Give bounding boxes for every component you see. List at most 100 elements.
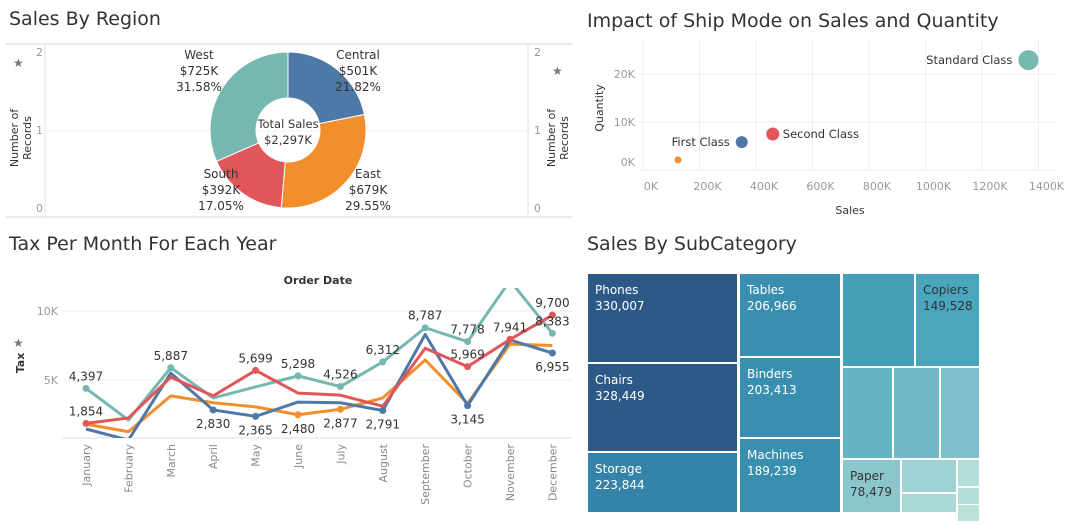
- tile-value: 189,239: [747, 464, 797, 478]
- data-label: 6,955: [535, 360, 569, 374]
- series-point[interactable]: [336, 405, 344, 413]
- data-label: 4,526: [323, 368, 357, 382]
- pin-icon[interactable]: ★: [13, 56, 24, 70]
- treemap-tile[interactable]: Binders 203,413: [739, 357, 841, 438]
- shipmode-title: Impact of Ship Mode on Sales and Quantit…: [587, 10, 999, 32]
- scatter-point[interactable]: [735, 136, 748, 149]
- shipmode-scatter-chart: 0K 200K 400K 600K 800K 1000K 1200K 1400K 0K 10K 20…: [593, 40, 1065, 217]
- treemap-tile[interactable]: [901, 493, 957, 513]
- point-label: First Class: [672, 135, 730, 149]
- treemap-tile[interactable]: Tables 206,966: [739, 273, 841, 357]
- series-point[interactable]: [379, 406, 387, 414]
- treemap-tile[interactable]: [842, 273, 915, 367]
- x-tick-label: September: [419, 444, 432, 505]
- treemap-tile[interactable]: [901, 459, 957, 493]
- x-tick-label: 1200K: [972, 180, 1008, 193]
- scatter-point[interactable]: [674, 156, 682, 164]
- x-tick-label: December: [546, 444, 559, 502]
- series-point[interactable]: [294, 411, 302, 419]
- region-title: Sales By Region: [9, 8, 161, 30]
- y-axis-label: Quantity: [593, 84, 606, 132]
- x-tick-label: 600K: [806, 180, 835, 193]
- series-point[interactable]: [548, 311, 556, 319]
- data-label: 1,854: [69, 404, 103, 418]
- series-point[interactable]: [464, 402, 472, 410]
- right-axis-label: Number of Records: [545, 108, 571, 168]
- x-tick-label: January: [80, 444, 93, 487]
- treemap-tile[interactable]: Paper 78,479: [842, 459, 901, 513]
- treemap-tile[interactable]: Machines 189,239: [739, 438, 841, 513]
- tile-value: 328,449: [595, 389, 645, 403]
- data-label: 6,312: [366, 343, 400, 357]
- donut-slice-east[interactable]: [280, 113, 367, 209]
- right-tick-0: 0: [534, 202, 541, 215]
- treemap-tile[interactable]: [957, 504, 980, 522]
- treemap-tile[interactable]: Phones 330,007: [587, 273, 738, 363]
- slice-label-central: Central $501K 21.82%: [335, 48, 381, 94]
- right-tick-2: 2: [534, 46, 541, 59]
- y-axis-label: Tax: [14, 353, 27, 374]
- treemap-tile[interactable]: [957, 459, 980, 487]
- tile-name: Tables: [747, 283, 785, 297]
- donut-slice-central[interactable]: [287, 51, 366, 125]
- right-tick-1: 1: [534, 124, 541, 137]
- data-label: 2,480: [281, 422, 315, 436]
- y-tick-label: 5K: [44, 374, 59, 387]
- data-label: 8,787: [408, 309, 442, 323]
- region-donut-chart: [5, 43, 572, 218]
- data-label: 2,365: [238, 423, 272, 437]
- series-point[interactable]: [294, 372, 302, 380]
- pin-icon[interactable]: ★: [552, 64, 563, 78]
- series-point[interactable]: [252, 366, 260, 374]
- data-label: 7,941: [493, 320, 527, 334]
- tile-name: Binders: [747, 367, 793, 381]
- treemap-tile[interactable]: Copiers 149,528: [915, 273, 980, 367]
- series-point[interactable]: [209, 406, 217, 414]
- scatter-point[interactable]: [1018, 50, 1039, 71]
- treemap-tile[interactable]: Chairs 328,449: [587, 363, 738, 452]
- series-point[interactable]: [82, 419, 90, 427]
- pin-icon[interactable]: ★: [13, 336, 24, 350]
- tile-value: 223,844: [595, 478, 645, 492]
- data-label: 9,700: [535, 296, 569, 310]
- treemap-tile[interactable]: [893, 367, 940, 459]
- line-chart-title: Order Date: [284, 274, 353, 287]
- series-point[interactable]: [506, 335, 514, 343]
- x-tick-label: 0K: [644, 180, 659, 193]
- tax-title: Tax Per Month For Each Year: [9, 233, 277, 255]
- x-tick-label: 1000K: [916, 180, 952, 193]
- series-point[interactable]: [167, 364, 175, 372]
- left-axis-label: Number of Records: [8, 108, 34, 168]
- series-point[interactable]: [548, 329, 556, 337]
- x-axis-label: Sales: [835, 204, 865, 217]
- y-tick-label: 10K: [37, 305, 59, 318]
- series-point[interactable]: [464, 338, 472, 346]
- series-point[interactable]: [379, 358, 387, 366]
- series-point[interactable]: [252, 412, 260, 420]
- series-point[interactable]: [336, 383, 344, 391]
- series-point[interactable]: [464, 363, 472, 371]
- series-point[interactable]: [548, 349, 556, 357]
- data-label: 5,969: [450, 348, 484, 362]
- donut-slice-west[interactable]: [209, 51, 289, 162]
- subcat-title: Sales By SubCategory: [587, 233, 797, 255]
- series-point[interactable]: [82, 384, 90, 392]
- y-tick-label: 20K: [614, 68, 636, 81]
- x-tick-label: February: [122, 444, 135, 493]
- treemap-tile[interactable]: [842, 367, 893, 459]
- scatter-point[interactable]: [766, 127, 780, 141]
- x-tick-label: August: [377, 443, 390, 482]
- x-tick-label: 800K: [863, 180, 892, 193]
- x-tick-label: June: [292, 444, 305, 469]
- treemap-tile[interactable]: Storage 223,844: [587, 452, 738, 513]
- treemap-tile[interactable]: [957, 487, 980, 505]
- point-label: Standard Class: [926, 53, 1012, 67]
- series-line[interactable]: [85, 281, 554, 422]
- tile-name: Paper: [850, 469, 884, 483]
- x-tick-label: May: [250, 444, 263, 467]
- x-tick-label: 1400K: [1029, 180, 1065, 193]
- series-point[interactable]: [421, 324, 429, 332]
- series-line[interactable]: [85, 313, 554, 425]
- treemap-tile[interactable]: [940, 367, 980, 459]
- y-tick-label: 10K: [614, 116, 636, 129]
